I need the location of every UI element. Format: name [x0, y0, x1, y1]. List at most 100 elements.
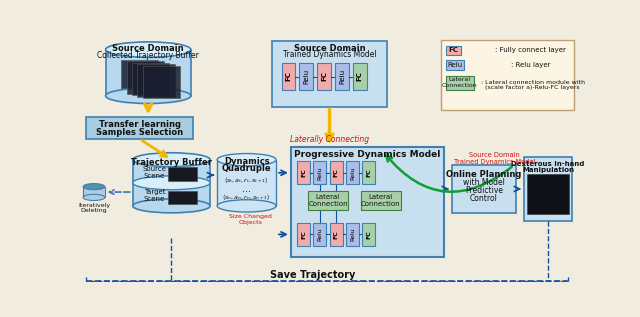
Text: FC: FC — [285, 72, 291, 81]
Bar — [168, 167, 197, 181]
Bar — [330, 223, 343, 246]
Bar — [121, 60, 158, 92]
Text: Trained Dynamics Model: Trained Dynamics Model — [454, 159, 536, 165]
Bar — [168, 191, 197, 204]
Text: Iteratively: Iteratively — [78, 203, 110, 208]
Bar — [362, 223, 375, 246]
Text: : Lateral connection module with
  (scale factor a)-Relu-FC layers: : Lateral connection module with (scale … — [481, 80, 584, 90]
Bar — [313, 223, 326, 246]
Text: Collected Trajectory Buffer: Collected Trajectory Buffer — [97, 51, 199, 60]
Text: Size Changed: Size Changed — [229, 214, 272, 219]
Bar — [313, 161, 326, 184]
Text: Relu: Relu — [317, 166, 323, 180]
Text: Laterally Connecting: Laterally Connecting — [290, 135, 369, 144]
Text: ...: ... — [242, 184, 251, 194]
Text: Lateral: Lateral — [369, 194, 393, 200]
Bar — [297, 161, 310, 184]
Bar — [446, 60, 465, 70]
Text: Deleting: Deleting — [81, 208, 108, 213]
Text: $\langle s_t, a_t, r_t, s_{t+1}\rangle$: $\langle s_t, a_t, r_t, s_{t+1}\rangle$ — [225, 175, 269, 185]
Text: Connection: Connection — [308, 201, 348, 207]
Bar — [138, 64, 175, 97]
Bar — [127, 61, 164, 94]
Bar — [362, 161, 375, 184]
Text: FC: FC — [366, 230, 371, 239]
Bar — [360, 191, 401, 210]
Text: Save Trajectory: Save Trajectory — [270, 270, 355, 280]
Ellipse shape — [132, 199, 210, 213]
Text: Progressive Dynamics Model: Progressive Dynamics Model — [294, 150, 441, 159]
Text: FC: FC — [301, 230, 306, 239]
Text: : Fully connect layer: : Fully connect layer — [495, 47, 566, 53]
Text: Objects: Objects — [239, 220, 262, 225]
Bar — [83, 187, 105, 197]
Bar — [346, 223, 359, 246]
Text: $\langle s_n, a_n, r_n, s_{n+1}\rangle$: $\langle s_n, a_n, r_n, s_{n+1}\rangle$ — [222, 192, 271, 203]
Text: Target
Scene: Target Scene — [143, 189, 165, 202]
Text: Relu: Relu — [447, 62, 463, 68]
Bar — [297, 223, 310, 246]
Bar — [291, 147, 444, 257]
Bar — [441, 40, 575, 110]
Bar — [446, 46, 461, 55]
Ellipse shape — [83, 184, 105, 190]
Bar — [272, 41, 387, 107]
Text: with Model: with Model — [463, 178, 505, 187]
Text: Source Domain: Source Domain — [469, 152, 520, 158]
Text: Connection: Connection — [361, 201, 401, 207]
Text: Lateral
Connection: Lateral Connection — [442, 77, 477, 88]
Text: Dexterous In-hand: Dexterous In-hand — [511, 160, 585, 166]
Bar — [317, 63, 331, 90]
Text: Source Domain: Source Domain — [113, 44, 184, 53]
Ellipse shape — [217, 153, 276, 166]
Text: Samples Selection: Samples Selection — [96, 128, 183, 137]
Ellipse shape — [106, 42, 191, 57]
Ellipse shape — [83, 194, 105, 201]
Text: Control: Control — [470, 194, 498, 203]
Text: FC: FC — [301, 168, 306, 177]
Bar — [353, 63, 367, 90]
Text: Relu: Relu — [317, 228, 323, 241]
Text: FC: FC — [356, 72, 363, 81]
Text: Quadruple: Quadruple — [222, 164, 271, 173]
Bar — [106, 49, 191, 96]
Bar — [346, 161, 359, 184]
Text: Source Domain: Source Domain — [294, 43, 365, 53]
Text: FC: FC — [333, 230, 339, 239]
Text: Relu: Relu — [350, 166, 355, 180]
Text: Relu: Relu — [303, 69, 309, 84]
Text: Source
Scene: Source Scene — [143, 166, 166, 179]
Text: : Relu layer: : Relu layer — [511, 62, 550, 68]
Text: Relu: Relu — [350, 228, 355, 241]
Bar — [524, 157, 572, 221]
Text: Online Planning: Online Planning — [446, 170, 522, 179]
Text: Predictive: Predictive — [465, 186, 503, 195]
Ellipse shape — [132, 176, 210, 190]
Text: Trained Dynamics Model: Trained Dynamics Model — [283, 50, 376, 60]
Bar — [217, 160, 276, 206]
Ellipse shape — [106, 88, 191, 103]
Text: Trajectory Buffer: Trajectory Buffer — [131, 158, 212, 166]
Bar — [143, 66, 180, 98]
Bar — [446, 76, 474, 90]
Bar — [282, 63, 296, 90]
Bar — [300, 63, 313, 90]
Text: FC: FC — [449, 47, 458, 53]
Bar — [132, 160, 210, 206]
Text: Relu: Relu — [339, 69, 345, 84]
Bar — [527, 174, 569, 214]
Bar — [335, 63, 349, 90]
Bar — [86, 117, 193, 139]
Text: Lateral: Lateral — [316, 194, 340, 200]
Bar — [330, 161, 343, 184]
Text: Transfer learning: Transfer learning — [99, 120, 180, 129]
Bar — [308, 191, 348, 210]
Text: FC: FC — [321, 72, 327, 81]
Text: FC: FC — [366, 168, 371, 177]
Text: Manipulation: Manipulation — [522, 167, 574, 173]
Ellipse shape — [132, 153, 210, 167]
Bar — [452, 165, 516, 213]
Text: FC: FC — [333, 168, 339, 177]
Ellipse shape — [217, 200, 276, 212]
Text: Dynamics: Dynamics — [224, 157, 269, 166]
